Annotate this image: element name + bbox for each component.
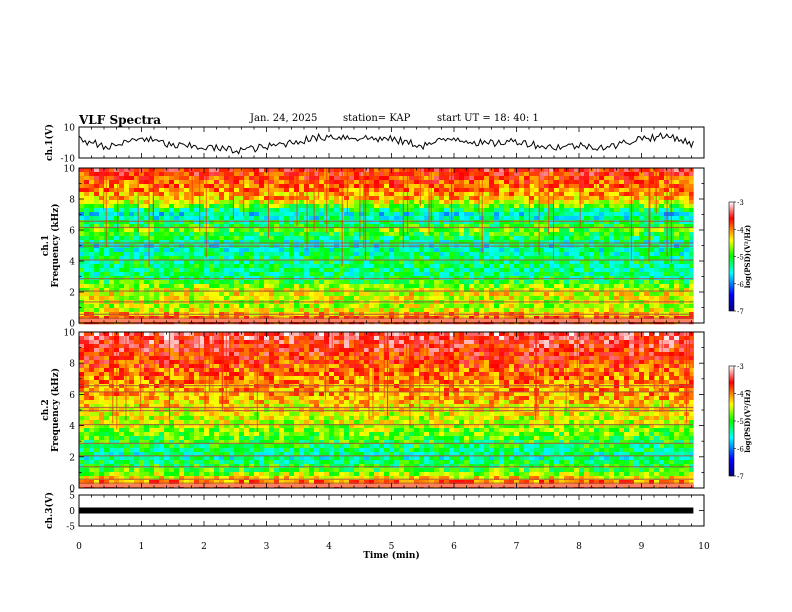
ch2-colorbar-tick-label: -6 (737, 446, 744, 454)
ch1-colorbar-label: log(PSD)(V²/Hz) (743, 225, 752, 289)
spec1-axes (78, 167, 705, 324)
ch1-waveform-line (78, 131, 694, 155)
ch1-axes-ytick-label: 10 (64, 124, 76, 134)
xtick-label: 1 (139, 542, 145, 552)
spec2-axes-ytick-label: 8 (69, 360, 75, 370)
start-time-label: start UT = 18: 40: 1 (437, 113, 539, 124)
xtick-label: 8 (576, 542, 582, 552)
ch2-colorbar-label: log(PSD)(V²/Hz) (743, 389, 752, 453)
ch2-colorbar (728, 365, 736, 477)
ch2-colorbar-bar (728, 365, 735, 477)
spec1-axes-ytick-label: 6 (69, 227, 75, 237)
xtick-label: 5 (389, 542, 395, 552)
spec1-axes-ytick-label: 0 (69, 320, 75, 330)
spec2-axes-ytick-label: 0 (69, 485, 75, 495)
station-label: station= KAP (343, 113, 411, 124)
spec2-axes-ytick-label: 4 (69, 422, 75, 432)
ch3-axes-ytick-label: 0 (69, 507, 75, 517)
spec1-axes-ytick-label: 2 (69, 289, 75, 299)
xtick-label: 4 (326, 542, 332, 552)
xtick-label: 2 (201, 542, 207, 552)
spec2-ylabel-channel: ch.2 (41, 399, 51, 420)
spec2-axes-ytick-label: 6 (69, 391, 75, 401)
ch3-waveform-line (79, 507, 694, 514)
ch1-axes-ytick-label: -10 (61, 155, 76, 165)
xtick-label: 10 (698, 542, 710, 552)
xtick-label: 9 (639, 542, 645, 552)
x-axis-label: Time (min) (363, 550, 420, 561)
ch1-colorbar-tick-label: -4 (737, 226, 744, 234)
xtick-label: 6 (451, 542, 457, 552)
ch3-axes (78, 494, 705, 527)
ch3-axes-ytick-label: -5 (66, 523, 75, 533)
spec1-axes-ytick-label: 8 (69, 196, 75, 206)
ch1-colorbar-tick-label: -5 (737, 254, 744, 262)
ch2-spectrogram (79, 332, 694, 489)
ch1-ylabel: ch.1(V) (44, 124, 55, 161)
ch1-spectrogram (79, 168, 694, 325)
xtick-label: 3 (264, 542, 270, 552)
xtick-label: 0 (76, 542, 82, 552)
spec2-axes-ytick-label: 10 (64, 329, 76, 339)
ch1-axes (78, 126, 705, 159)
ch3-axes-ytick-label: 5 (69, 492, 75, 502)
spec2-ylabel-frequency: Frequency (kHz) (50, 368, 61, 452)
spec1-ylabel-frequency: Frequency (kHz) (50, 203, 61, 287)
ch1-colorbar-tick-label: -3 (737, 199, 744, 207)
spec1-axes-ytick-label: 4 (69, 258, 75, 268)
ch1-colorbar-bar (728, 201, 735, 312)
ch2-colorbar-tick-label: -3 (737, 363, 744, 371)
ch2-colorbar-tick-label: -5 (737, 418, 744, 426)
chart-title: VLF Spectra (79, 113, 162, 127)
ch1-colorbar-tick-label: -6 (737, 281, 744, 289)
spec1-axes-ytick-label: 10 (64, 165, 76, 175)
ch1-colorbar-tick-label: -7 (737, 308, 744, 316)
spec2-axes (78, 331, 705, 489)
ch3-ylabel: ch.3(V) (44, 492, 55, 529)
date-label: Jan. 24, 2025 (250, 113, 318, 124)
spec2-axes-ytick-label: 2 (69, 453, 75, 463)
xtick-label: 7 (514, 542, 520, 552)
spec1-ylabel-channel: ch.1 (41, 235, 51, 256)
ch1-colorbar (728, 201, 736, 312)
ch2-colorbar-tick-label: -4 (737, 391, 744, 399)
ch2-colorbar-tick-label: -7 (737, 473, 744, 481)
